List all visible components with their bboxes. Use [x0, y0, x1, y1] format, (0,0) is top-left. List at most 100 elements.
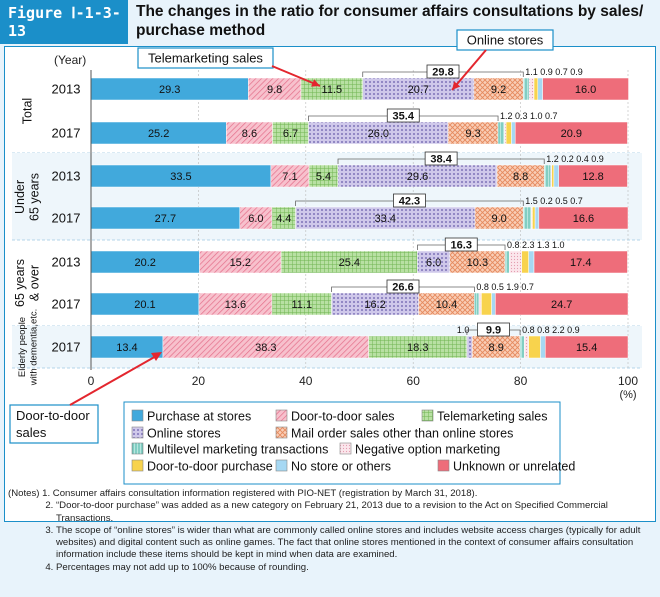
bar-segment [478, 292, 482, 316]
bar-segment [504, 250, 510, 274]
group-label: 65 years [13, 259, 27, 307]
callout-online-stores-box [456, 29, 554, 51]
small-data-label: 0.2 [540, 196, 553, 206]
callout-online-stores-arrowhead [452, 81, 461, 90]
data-label: 6.0 [248, 213, 263, 225]
legend-label: Multilevel marketing transactions [147, 443, 328, 457]
group-label: Under [13, 180, 27, 214]
note-item: 4. Percentages may not add up to 100% be… [8, 562, 656, 574]
bracket-box [426, 64, 460, 79]
data-label: 20.1 [134, 299, 155, 311]
year-label: 2013 [52, 169, 81, 184]
data-label: 15.4 [576, 342, 597, 354]
bar-segment [491, 292, 496, 316]
data-label: 25.4 [339, 257, 360, 269]
small-data-label: 0.7 [570, 196, 583, 206]
data-label: 33.4 [375, 213, 396, 225]
bar-segment [466, 335, 473, 359]
bar-segment [532, 206, 536, 230]
note-text: Percentages may not add up to 100% becau… [55, 561, 309, 573]
data-label: 24.7 [551, 299, 572, 311]
bracket-box [424, 151, 458, 166]
bracket-box [393, 193, 426, 208]
x-tick-label: 40 [299, 374, 313, 388]
legend-label: Door-to-door sales [291, 410, 395, 424]
small-data-label: 0.4 [576, 154, 589, 164]
note-text: “Door-to-door purchase” was added as a n… [55, 500, 608, 524]
data-label: 25.2 [148, 128, 169, 140]
year-label: 2013 [52, 82, 81, 97]
legend-swatch [131, 442, 144, 455]
data-label: 6.7 [283, 128, 298, 140]
bar-segment [497, 121, 505, 145]
legend-swatch [437, 459, 450, 472]
data-label: 8.6 [242, 128, 257, 140]
unit-label: (%) [619, 389, 636, 401]
data-label: 12.8 [582, 171, 603, 183]
data-label: 4.4 [276, 213, 291, 225]
bar-segment [523, 206, 532, 230]
legend-label: Mail order sales other than online store… [291, 427, 513, 441]
legend-swatch [131, 459, 144, 472]
note-item: 3. The scope of “online stores” is wider… [8, 525, 656, 562]
small-data-label: 0.3 [515, 111, 528, 121]
legend-swatch [275, 426, 288, 439]
x-tick-label: 100 [618, 374, 638, 388]
bar-segment [543, 164, 551, 188]
callout-door-to-door-arrowhead [151, 352, 162, 361]
data-label: 20.9 [561, 128, 582, 140]
data-label: 5.4 [316, 171, 331, 183]
bar-segment [474, 292, 479, 316]
small-data-label: 0.9 [540, 67, 553, 77]
data-label: 13.6 [225, 299, 246, 311]
callout-telemarketing-box [137, 47, 274, 69]
small-data-label: 1.1 [525, 67, 538, 77]
notes: (Notes) 1. Consumer affairs consultation… [8, 488, 656, 574]
note-number: 3. [8, 524, 56, 536]
bar-segment [528, 77, 535, 101]
bracket-value: 16.3 [451, 240, 472, 252]
small-data-label: 0.9 [591, 154, 604, 164]
note-text: The scope of “online stores” is wider th… [55, 524, 641, 561]
bar-segment [533, 77, 539, 101]
x-tick-label: 80 [514, 374, 528, 388]
bracket-box [386, 279, 420, 294]
small-data-label: 2.3 [522, 240, 535, 250]
bracket-value: 26.6 [392, 282, 413, 294]
note-item: (Notes) 1. Consumer affairs consultation… [8, 488, 656, 500]
figure-label: Figure Ⅰ-1-3-13 [0, 0, 128, 44]
data-label: 26.0 [368, 128, 389, 140]
bracket-value: 9.9 [486, 325, 501, 337]
bar-segment [534, 206, 540, 230]
x-tick-label: 60 [407, 374, 421, 388]
callout-online-stores-text: Online stores [467, 33, 544, 48]
data-label: 29.6 [407, 171, 428, 183]
small-data-label: 0.8 [522, 325, 535, 335]
bracket-value: 29.8 [432, 67, 453, 79]
bar-segment [511, 121, 516, 145]
data-label: 8.9 [489, 342, 504, 354]
legend-label: Door-to-door purchase [147, 460, 273, 474]
year-header: (Year) [54, 53, 86, 67]
small-data-label: 1.0 [457, 325, 470, 335]
note-item: 2. “Door-to-door purchase” was added as … [8, 500, 656, 525]
bar-segment [528, 250, 535, 274]
small-data-label: 0.9 [570, 67, 583, 77]
small-data-label: 2.2 [552, 325, 565, 335]
note-number: 2. [8, 500, 56, 512]
small-data-label: 0.2 [561, 154, 574, 164]
legend-swatch [275, 409, 288, 422]
bracket-value: 38.4 [430, 154, 452, 166]
data-label: 9.3 [465, 128, 480, 140]
legend-swatch [131, 409, 144, 422]
year-label: 2013 [52, 255, 81, 270]
data-label: 17.4 [570, 257, 591, 269]
legend-swatch [131, 426, 144, 439]
bar-segment [514, 121, 628, 145]
year-label: 2017 [52, 340, 81, 355]
data-label: 11.1 [291, 299, 312, 311]
small-data-label: 0.8 [507, 240, 520, 250]
group-label: with dementia,etc. [28, 309, 39, 387]
small-data-label: 1.0 [552, 240, 565, 250]
data-label: 7.1 [282, 171, 297, 183]
